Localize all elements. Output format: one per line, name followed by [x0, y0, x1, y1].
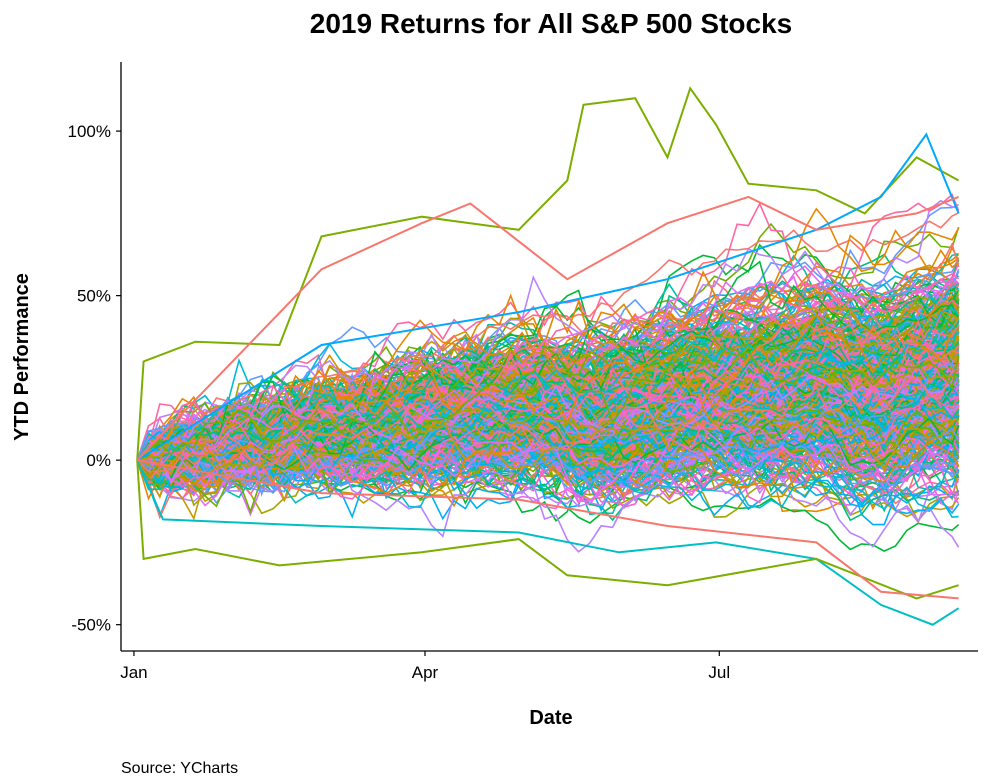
outlier-series-line: [136, 195, 959, 461]
outlier-series-line: [136, 86, 960, 461]
y-ticks: -50% 0% 50% 100%: [68, 122, 121, 635]
outlier-series-line: [136, 460, 959, 600]
series-line: [136, 319, 960, 462]
series-line: [136, 199, 959, 482]
series-line: [136, 372, 959, 461]
source-caption: Source: YCharts: [121, 760, 239, 777]
series-line: [136, 338, 960, 461]
outlier-series-line: [136, 459, 960, 626]
series-line: [136, 227, 960, 461]
series-line: [136, 323, 960, 487]
y-tick-label: 100%: [68, 122, 111, 141]
series-line: [136, 281, 960, 473]
chart-title: 2019 Returns for All S&P 500 Stocks: [310, 8, 792, 39]
series-line: [136, 407, 959, 470]
series-line: [136, 434, 960, 491]
series-line: [136, 361, 960, 493]
y-axis-title: YTD Performance: [11, 273, 33, 441]
outlier-series-line: [137, 459, 959, 600]
series-line: [137, 355, 960, 461]
series-line: [137, 399, 959, 490]
series-line: [136, 313, 959, 465]
series-line: [136, 360, 960, 472]
x-tick-label: Jul: [708, 663, 730, 682]
y-tick-label: -50%: [71, 616, 111, 635]
x-ticks: Jan Apr Jul: [120, 651, 730, 682]
series-line: [136, 385, 960, 481]
series-line: [137, 421, 960, 494]
x-axis-title: Date: [529, 707, 572, 729]
x-tick-label: Jan: [120, 663, 147, 682]
series-line: [136, 307, 960, 472]
series-line: [136, 414, 960, 480]
series-line: [136, 313, 959, 479]
series-line: [136, 212, 959, 466]
outlier-series-line: [136, 132, 960, 462]
plot-lines: [136, 86, 960, 626]
series-line: [137, 265, 960, 461]
y-tick-label: 0%: [86, 451, 111, 470]
series-line: [136, 369, 959, 473]
y-tick-label: 50%: [77, 287, 111, 306]
x-tick-label: Apr: [412, 663, 439, 682]
axes: [120, 62, 978, 652]
